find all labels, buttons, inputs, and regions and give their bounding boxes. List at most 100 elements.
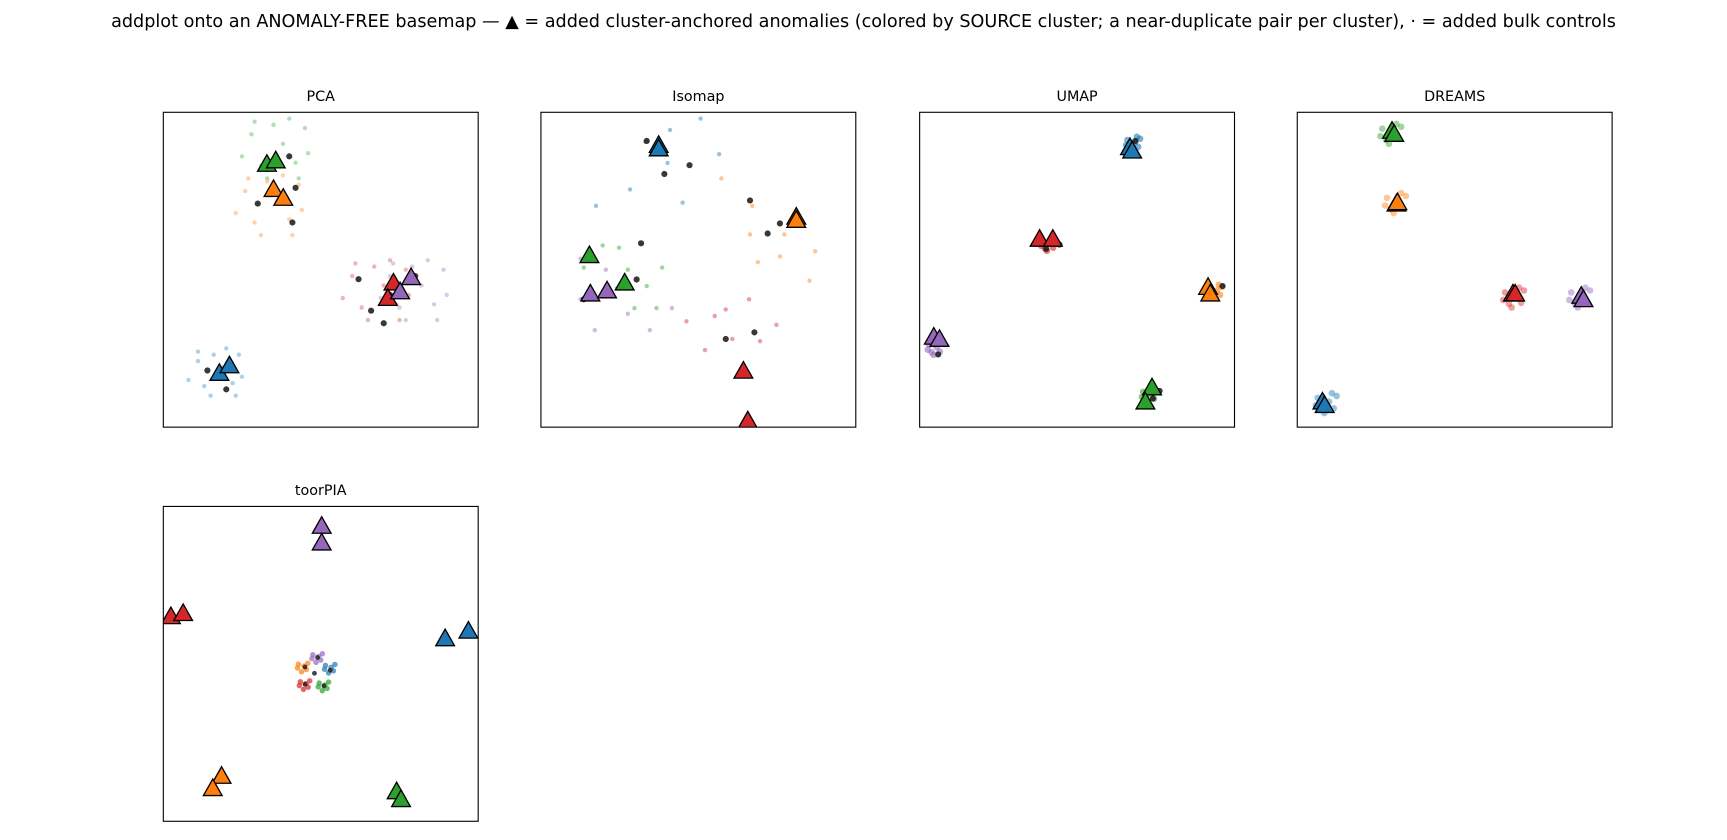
point <box>764 230 771 237</box>
point <box>625 311 631 317</box>
point <box>625 267 631 272</box>
point <box>425 258 431 263</box>
point <box>403 317 408 323</box>
anomaly-marker <box>457 620 479 639</box>
point <box>319 687 326 694</box>
panel: Isomap <box>540 89 857 428</box>
point <box>1565 296 1573 304</box>
panel: DREAMS <box>1296 89 1613 428</box>
point <box>302 681 308 687</box>
point <box>747 232 753 237</box>
point <box>321 666 328 672</box>
point <box>746 297 752 302</box>
point <box>293 160 298 165</box>
point <box>195 358 201 364</box>
point <box>390 261 396 266</box>
point <box>435 317 440 323</box>
point <box>1586 287 1594 294</box>
point <box>654 305 659 311</box>
point <box>1378 125 1386 132</box>
anomaly-marker <box>1134 391 1156 410</box>
anomaly-marker <box>1199 283 1221 302</box>
point <box>751 329 758 336</box>
point <box>782 232 787 237</box>
point <box>309 655 315 662</box>
point <box>644 283 649 289</box>
point <box>236 352 242 357</box>
anomaly-marker <box>263 178 285 198</box>
point <box>242 188 248 194</box>
anomaly-marker <box>172 602 194 622</box>
point <box>1397 123 1405 131</box>
point <box>287 116 292 121</box>
point <box>397 305 402 310</box>
anomaly-marker <box>1121 140 1143 159</box>
point <box>444 292 449 298</box>
point <box>661 170 668 178</box>
point <box>1505 300 1513 308</box>
point <box>319 651 326 657</box>
point <box>298 668 305 675</box>
point <box>211 352 216 357</box>
panel-title: PCA <box>307 89 336 105</box>
point <box>632 305 637 311</box>
anomaly-marker <box>1383 123 1405 142</box>
anomaly-marker <box>390 788 412 808</box>
plot-area <box>578 116 818 428</box>
point <box>204 367 211 374</box>
point <box>381 283 386 288</box>
anomaly-marker <box>1386 191 1408 211</box>
point <box>239 154 245 159</box>
point <box>719 176 724 181</box>
point <box>233 210 238 216</box>
anomaly-marker <box>311 532 333 551</box>
anomaly-marker <box>1314 394 1336 414</box>
anomaly-marker <box>400 266 422 286</box>
anomaly-marker <box>578 244 600 264</box>
point <box>332 661 338 668</box>
point <box>296 176 301 181</box>
point <box>292 184 299 191</box>
point <box>1501 289 1509 296</box>
panel-title: toorPIA <box>295 483 347 499</box>
point <box>230 380 235 386</box>
point <box>633 276 640 283</box>
panel-title: Isomap <box>672 89 724 105</box>
point <box>1333 392 1340 400</box>
anomaly-marker <box>928 328 950 347</box>
panel: toorPIA <box>162 483 479 822</box>
point <box>387 258 393 263</box>
anomaly-marker <box>211 765 233 784</box>
point <box>327 667 333 673</box>
point <box>686 162 693 169</box>
point <box>280 141 286 146</box>
plot-area <box>923 133 1226 410</box>
point <box>254 200 261 207</box>
anomaly-marker <box>738 410 758 428</box>
point <box>202 384 207 389</box>
anomaly-marker <box>202 777 224 797</box>
anomaly-marker <box>1504 283 1526 302</box>
anomaly-marker <box>1042 228 1064 247</box>
anomaly-marker <box>732 360 754 379</box>
point <box>643 137 650 145</box>
point <box>935 351 942 358</box>
panel: PCA <box>162 89 479 428</box>
anomaly-marker <box>434 627 456 647</box>
point <box>265 179 270 184</box>
anomaly-marker <box>311 515 333 534</box>
point <box>315 684 321 690</box>
point <box>302 125 308 131</box>
point <box>680 200 685 205</box>
point <box>353 261 358 266</box>
point <box>659 265 665 270</box>
point <box>603 267 608 272</box>
point <box>397 317 402 323</box>
point <box>593 203 599 209</box>
point <box>321 683 327 689</box>
point <box>302 664 308 670</box>
anomaly-marker <box>614 272 636 291</box>
point <box>224 346 229 351</box>
